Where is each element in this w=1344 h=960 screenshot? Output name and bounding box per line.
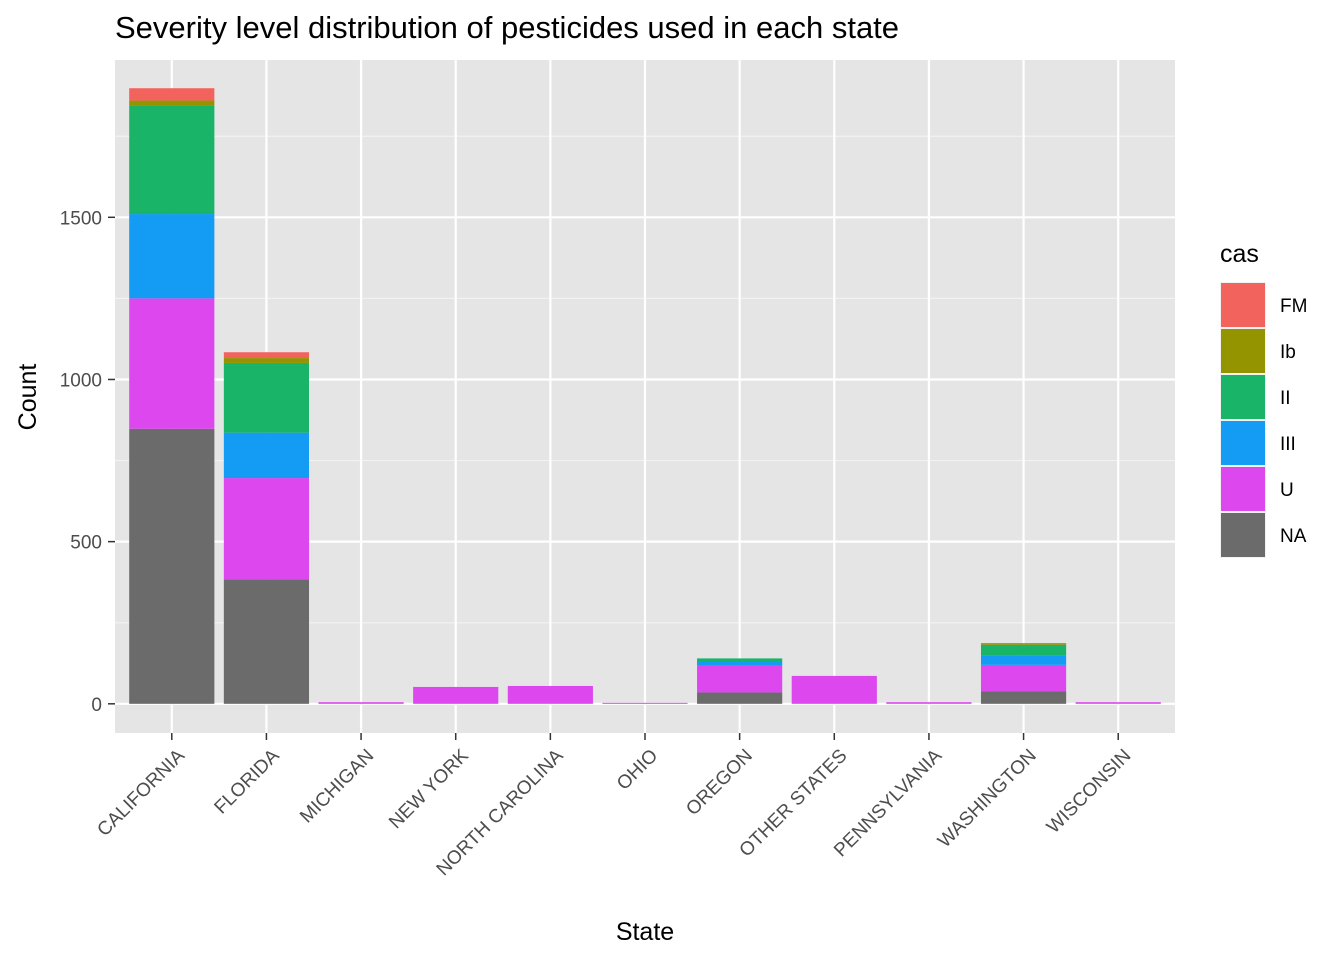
x-tick-label: CALIFORNIA xyxy=(93,745,189,841)
bar-segment xyxy=(980,655,1067,665)
x-tick-label: OREGON xyxy=(682,745,757,820)
legend-label: NA xyxy=(1280,526,1307,547)
y-axis: 0 500 1000 1500 xyxy=(60,208,115,716)
legend-key-swatch xyxy=(1221,421,1265,465)
bar-segment xyxy=(980,644,1067,656)
legend-key-swatch xyxy=(1221,513,1265,557)
x-tick-label: OHIO xyxy=(613,745,662,794)
bar-segment xyxy=(507,685,593,704)
bar-segment xyxy=(129,428,215,704)
legend-label: Ib xyxy=(1280,342,1296,363)
bar-segment xyxy=(602,702,688,704)
bar-segment xyxy=(223,579,310,704)
legend-key-swatch xyxy=(1221,329,1265,373)
legend-title: cas xyxy=(1220,240,1259,268)
bar-segment xyxy=(223,358,310,363)
bar-segment xyxy=(223,432,310,479)
bar-segment xyxy=(129,100,215,106)
bar-segment xyxy=(980,691,1067,704)
bar-segment xyxy=(697,692,783,704)
x-axis-title: State xyxy=(616,918,674,946)
bar-segment xyxy=(697,658,783,661)
bar-segment xyxy=(886,702,972,704)
bar-segment xyxy=(318,702,404,704)
bar-segment xyxy=(129,298,215,429)
legend-key-swatch xyxy=(1221,467,1265,511)
y-tick-label: 1000 xyxy=(60,370,102,391)
y-tick-label: 500 xyxy=(70,533,102,554)
bar-segment xyxy=(129,88,215,101)
bar-segment xyxy=(697,660,783,666)
bar-segment xyxy=(980,643,1067,645)
legend-label: U xyxy=(1280,480,1294,501)
x-tick-label: FLORIDA xyxy=(211,745,284,818)
x-tick-label: WASHINGTON xyxy=(934,745,1041,852)
bar-segment xyxy=(791,675,877,704)
legend-key-swatch xyxy=(1221,375,1265,419)
x-tick-label: NEW YORK xyxy=(385,745,473,833)
bar-segment xyxy=(223,352,310,359)
bar-segment xyxy=(413,686,499,704)
legend-key-swatch xyxy=(1221,283,1265,327)
x-tick-label: MICHIGAN xyxy=(296,745,378,827)
bar-segment xyxy=(1075,702,1161,704)
chart-title: Severity level distribution of pesticide… xyxy=(115,10,900,45)
bar-segment xyxy=(697,665,783,693)
x-tick-label: WISCONSIN xyxy=(1043,745,1135,837)
y-tick-label: 1500 xyxy=(60,208,102,229)
bar-segment xyxy=(129,214,215,299)
bar-segment xyxy=(980,664,1067,692)
legend-label: FM xyxy=(1280,296,1307,317)
legend-label: II xyxy=(1280,388,1291,409)
y-tick-label: 0 xyxy=(91,695,102,716)
bar-segment xyxy=(223,478,310,580)
bar-segment xyxy=(223,362,310,433)
legend-label: III xyxy=(1280,434,1296,455)
bar-segment xyxy=(129,105,215,215)
bars xyxy=(129,88,1161,704)
y-axis-title: Count xyxy=(14,364,42,431)
